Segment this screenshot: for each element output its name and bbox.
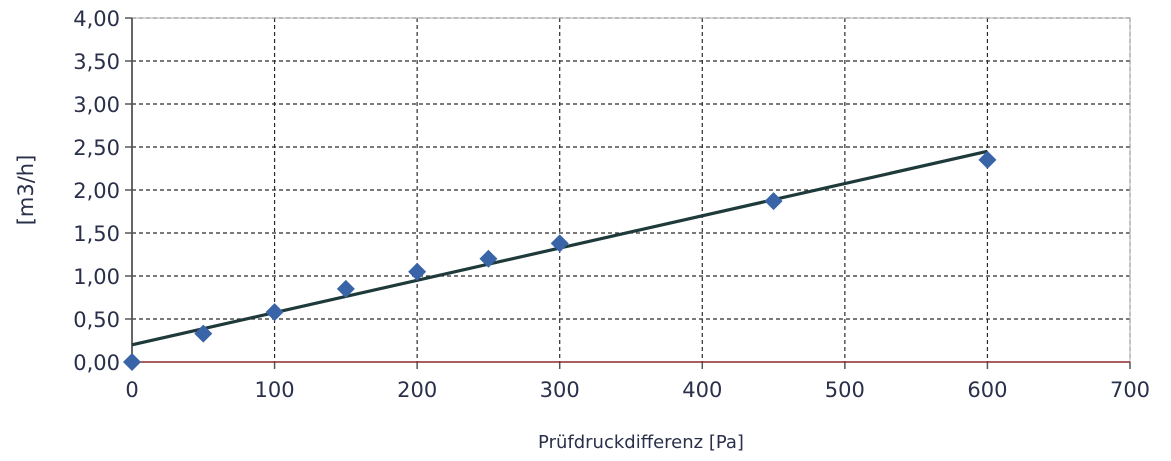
y-tick-label: 3,50 (73, 50, 120, 74)
data-point (978, 150, 997, 169)
y-tick-label: 1,50 (73, 222, 120, 246)
x-tick-label: 0 (125, 378, 138, 402)
x-tick-label: 100 (255, 378, 295, 402)
data-point (265, 303, 284, 322)
data-point (194, 324, 213, 343)
x-tick-labels: 0 100 200 300 400 500 600 700 (125, 378, 1150, 402)
x-tick-label: 600 (967, 378, 1007, 402)
data-point (336, 279, 355, 298)
x-tick-label: 300 (540, 378, 580, 402)
data-point (550, 234, 569, 253)
x-axis-label: Prüfdruckdifferenz [Pa] (538, 432, 744, 453)
data-points (123, 150, 997, 371)
y-axis-label: [m3/h] (14, 155, 38, 226)
data-point (408, 262, 427, 281)
x-tick-label: 700 (1110, 378, 1150, 402)
y-tick-labels: 0,00 0,50 1,00 1,50 2,00 2,50 3,00 3,50 4,00 (73, 7, 120, 375)
y-tick-label: 4,00 (73, 7, 120, 31)
y-tick-label: 3,00 (73, 93, 120, 117)
x-tick-label: 200 (397, 378, 437, 402)
y-tick-label: 2,00 (73, 179, 120, 203)
x-tick-label: 500 (825, 378, 865, 402)
y-tick-label: 0,50 (73, 308, 120, 332)
y-tick-label: 1,00 (73, 265, 120, 289)
axes (125, 17, 1131, 369)
data-point (764, 192, 783, 211)
data-point (479, 249, 498, 268)
x-tick-label: 400 (682, 378, 722, 402)
y-tick-label: 0,00 (73, 351, 120, 375)
y-tick-label: 2,50 (73, 136, 120, 160)
data-point (123, 353, 141, 371)
